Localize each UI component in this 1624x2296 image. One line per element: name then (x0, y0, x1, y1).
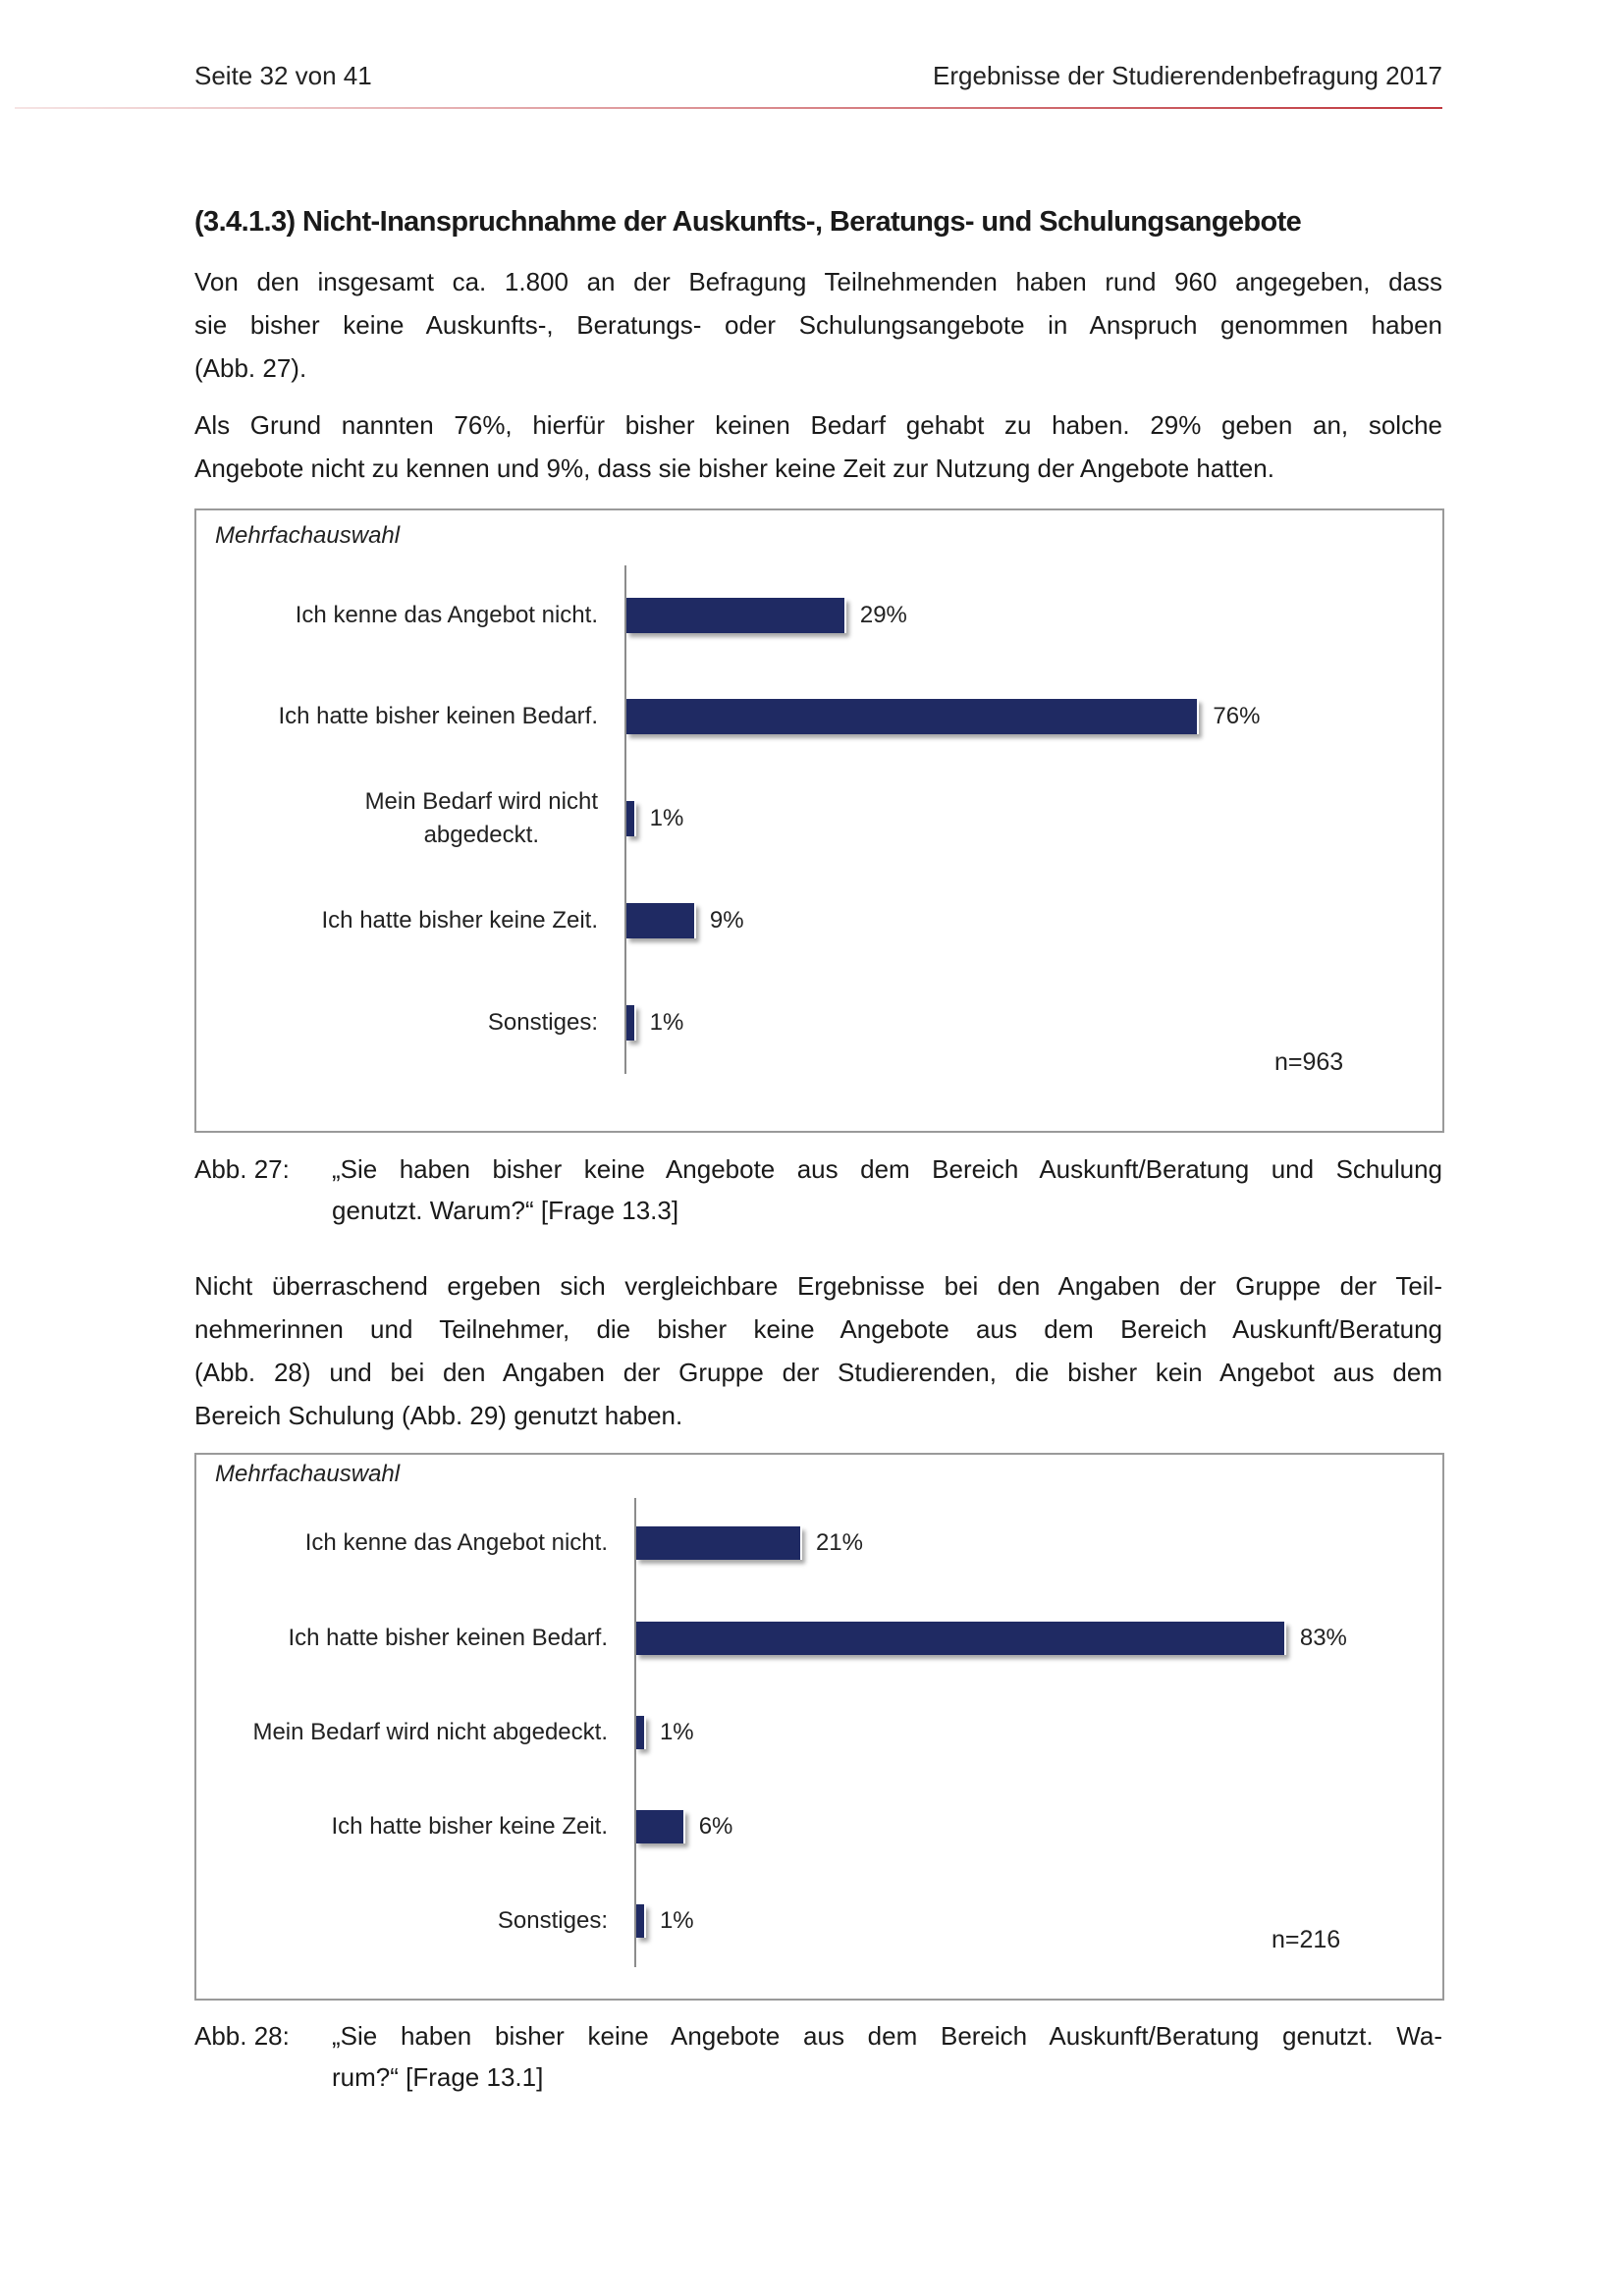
caption-line: genutzt. Warum?“ [Frage 13.3] (332, 1196, 679, 1225)
value-label: 6% (698, 1813, 733, 1840)
category-label: Ich hatte bisher keinen Bedarf. (278, 700, 598, 733)
bar (636, 1904, 646, 1938)
category-label-line: Ich hatte bisher keine Zeit. (331, 1813, 608, 1840)
category-label-line: Ich hatte bisher keine Zeit. (321, 907, 598, 934)
chart-subtitle: Mehrfachauswahl (215, 1461, 401, 1487)
bar (626, 801, 636, 836)
category-label-line: Mein Bedarf wird nicht abgedeckt. (252, 1719, 608, 1745)
paragraph-line: Als Grund nannten 76%, hierfür bisher ke… (194, 410, 1442, 440)
caption-line: „Sie haben bisher keine Angebote aus dem… (332, 1154, 1442, 1184)
bar (636, 1810, 685, 1843)
category-label: Sonstiges: (488, 1006, 598, 1040)
sample-size-note: n=963 (1274, 1048, 1344, 1076)
chart-abb-27: Mehrfachauswahl Ich kenne das Angebot nic… (194, 508, 1444, 1133)
bar (636, 1526, 802, 1560)
category-label: Sonstiges: (498, 1904, 608, 1938)
paragraph-line: sie bisher keine Auskunfts-, Beratungs- … (194, 310, 1442, 340)
category-label: Mein Bedarf wird nicht abgedeckt. (365, 785, 598, 852)
paragraph-line: Von den insgesamt ca. 1.800 an der Befra… (194, 267, 1442, 296)
value-label: 1% (649, 1009, 684, 1036)
value-label: 83% (1299, 1625, 1347, 1651)
category-label-line: Sonstiges: (497, 1907, 608, 1934)
paragraph-2: Als Grund nannten 76%, hierfür bisher ke… (194, 403, 1442, 490)
chart-subtitle: Mehrfachauswahl (215, 522, 401, 549)
caption-text: „Sie haben bisher keine Angebote aus dem… (332, 1148, 1442, 1231)
bar (636, 1716, 646, 1749)
category-label-line: Ich kenne das Angebot nicht. (304, 1529, 608, 1556)
paragraph-line: (Abb. 27). (194, 353, 307, 383)
category-label-line: Ich hatte bisher keinen Bedarf. (288, 1625, 608, 1651)
figure-label: Abb. 27: (194, 1154, 290, 1184)
bar (626, 699, 1200, 734)
bar (626, 903, 696, 938)
value-label: 29% (859, 602, 907, 628)
paragraph-line: nehmerinnen und Teilnehmer, die bisher k… (194, 1314, 1442, 1344)
category-label-line: Ich kenne das Angebot nicht. (295, 602, 598, 628)
value-label: 21% (815, 1529, 863, 1556)
category-label: Ich hatte bisher keinen Bedarf. (288, 1622, 608, 1655)
value-label: 1% (659, 1719, 694, 1745)
category-label: Ich kenne das Angebot nicht. (296, 599, 598, 632)
header-divider (15, 107, 1442, 109)
category-label-line: Mein Bedarf wird nicht (364, 788, 598, 815)
category-label: Mein Bedarf wird nicht abgedeckt. (252, 1716, 608, 1749)
bar (636, 1622, 1286, 1655)
figure-label: Abb. 28: (194, 2021, 290, 2051)
page-number: Seite 32 von 41 (194, 61, 372, 90)
category-label: Ich kenne das Angebot nicht. (305, 1526, 608, 1560)
category-axis (624, 565, 626, 1074)
chart-abb-28: Mehrfachauswahl Ich kenne das Angebot nic… (194, 1453, 1444, 2001)
paragraph-1: Von den insgesamt ca. 1.800 an der Befra… (194, 260, 1442, 390)
category-label: Ich hatte bisher keine Zeit. (322, 904, 598, 937)
paragraph-3: Nicht überraschend ergeben sich vergleic… (194, 1264, 1442, 1437)
value-label: 9% (709, 907, 744, 934)
bar (626, 598, 846, 633)
sample-size-note: n=216 (1272, 1926, 1341, 1953)
paragraph-line: (Abb. 28) und bei den Angaben der Gruppe… (194, 1358, 1442, 1387)
category-label-line: abgedeckt. (423, 822, 539, 848)
value-label: 1% (659, 1907, 694, 1934)
bar (626, 1005, 636, 1041)
category-label: Ich hatte bisher keine Zeit. (332, 1810, 608, 1843)
document-title: Ergebnisse der Studierendenbefragung 201… (933, 61, 1442, 90)
caption-line: „Sie haben bisher keine Angebote aus dem… (332, 2021, 1442, 2051)
section-heading: (3.4.1.3) Nicht-Inanspruchnahme der Ausk… (194, 206, 1302, 238)
caption-line: rum?“ [Frage 13.1] (332, 2062, 544, 2092)
value-label: 76% (1213, 703, 1261, 729)
caption-text: „Sie haben bisher keine Angebote aus dem… (332, 2015, 1442, 2098)
paragraph-line: Bereich Schulung (Abb. 29) genutzt haben… (194, 1401, 683, 1430)
value-label: 1% (649, 805, 684, 831)
category-label-line: Ich hatte bisher keinen Bedarf. (278, 703, 598, 729)
category-axis (634, 1498, 636, 1967)
paragraph-line: Angebote nicht zu kennen und 9%, dass si… (194, 454, 1274, 483)
category-label-line: Sonstiges: (487, 1009, 598, 1036)
paragraph-line: Nicht überraschend ergeben sich vergleic… (194, 1271, 1442, 1301)
